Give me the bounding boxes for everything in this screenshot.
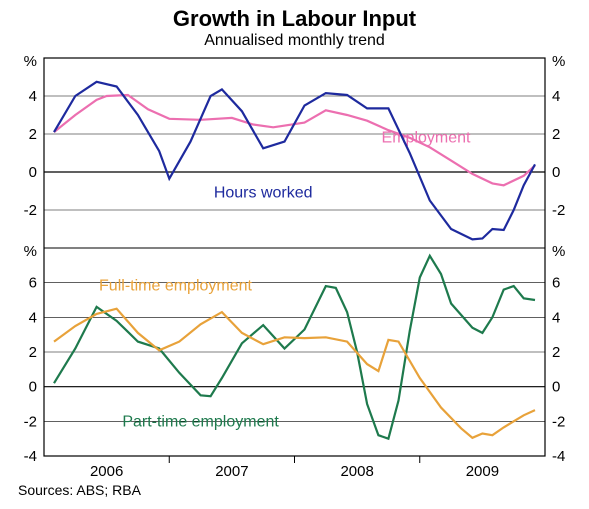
ytick-left: 6 [29, 275, 37, 292]
series-label-hours: Hours worked [214, 185, 313, 202]
ytick-left: 4 [29, 309, 37, 326]
ytick-right: 6 [552, 275, 560, 292]
ytick-right: 2 [552, 126, 560, 143]
ytick-left: -4 [24, 448, 37, 465]
year-tick: 2008 [340, 463, 373, 480]
ytick-left: -2 [24, 202, 37, 219]
ytick-left: -2 [24, 413, 37, 430]
ytick-left: 2 [29, 126, 37, 143]
ytick-left: 2 [29, 344, 37, 361]
series-label-employment: Employment [382, 130, 471, 147]
chart-title: Growth in Labour Input [0, 0, 589, 32]
year-tick: 2006 [90, 463, 123, 480]
chart-subtitle: Annualised monthly trend [0, 32, 589, 52]
y-unit-right: % [552, 53, 565, 70]
ytick-right: -2 [552, 202, 565, 219]
ytick-right: 0 [552, 379, 560, 396]
series-hours [54, 82, 535, 240]
year-tick: 2007 [215, 463, 248, 480]
y-unit-right: % [552, 243, 565, 260]
year-tick: 2009 [466, 463, 499, 480]
y-unit-left: % [24, 243, 37, 260]
ytick-left: 4 [29, 88, 37, 105]
chart-sources: Sources: ABS; RBA [0, 480, 589, 498]
y-unit-left: % [24, 53, 37, 70]
ytick-left: 0 [29, 164, 37, 181]
chart-plot: -2 -2 0 0 2 2 4 4%% -4 -4 -2 -2 0 0 2 2 4 4 6 6%% 2006 2007 20… [0, 52, 589, 480]
ytick-right: -4 [552, 448, 565, 465]
series-label-fulltime: Full-time employment [99, 277, 252, 294]
ytick-right: 0 [552, 164, 560, 181]
ytick-right: 2 [552, 344, 560, 361]
ytick-right: 4 [552, 88, 560, 105]
ytick-right: -2 [552, 413, 565, 430]
ytick-right: 4 [552, 309, 560, 326]
series-label-parttime: Part-time employment [122, 414, 279, 431]
ytick-left: 0 [29, 379, 37, 396]
